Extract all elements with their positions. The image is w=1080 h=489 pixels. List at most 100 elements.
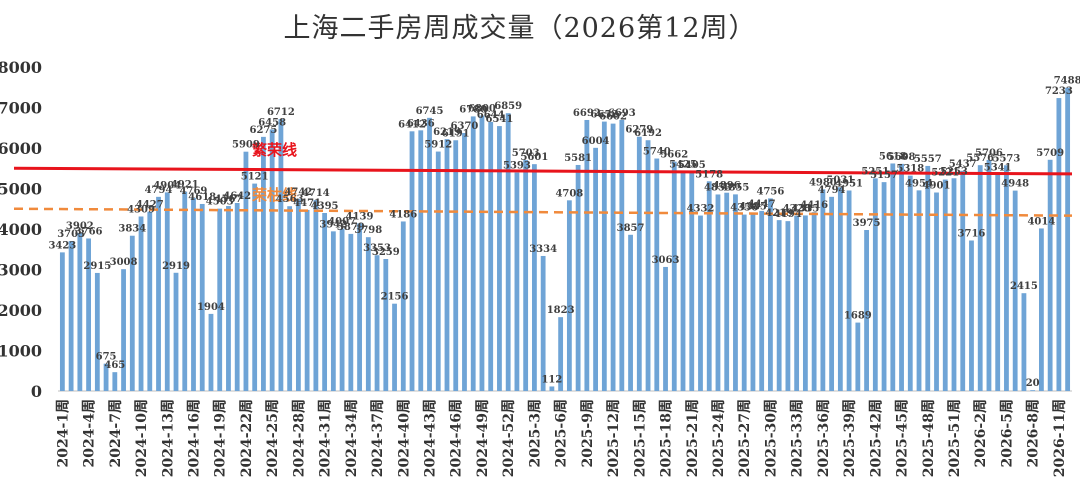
- x-tick-label: 2025-48周: [921, 399, 937, 477]
- bar: [348, 233, 354, 391]
- bar: [462, 133, 467, 391]
- bar: [322, 213, 328, 391]
- bar: [969, 240, 974, 391]
- y-tick-label: 2000: [0, 301, 42, 320]
- x-tick-label: 2024-1周: [55, 399, 71, 468]
- x-tick-label: 2025-33周: [790, 399, 806, 477]
- bar: [339, 228, 345, 391]
- data-label: 5909: [232, 140, 260, 151]
- x-tick-label: 2024-22周: [239, 399, 255, 477]
- x-tick-label: 2024-7周: [108, 399, 124, 468]
- x-tick-label: 2025-42周: [868, 399, 884, 477]
- data-label: 465: [104, 360, 125, 371]
- data-label: 4954: [905, 178, 933, 189]
- bar: [199, 203, 205, 391]
- bar: [820, 189, 826, 391]
- x-tick-label: 2025-3周: [527, 399, 543, 468]
- data-label: 5601: [520, 152, 548, 163]
- bar: [837, 187, 843, 391]
- x-tick-label: 2025-21周: [685, 399, 701, 477]
- bar: [540, 255, 546, 391]
- data-label: 6712: [267, 107, 295, 118]
- data-label: 1689: [844, 311, 872, 322]
- data-label: 5341: [984, 163, 1012, 174]
- data-label: 2415: [1010, 281, 1038, 292]
- bar: [864, 230, 869, 391]
- data-label: 1823: [547, 305, 575, 316]
- bar: [138, 216, 144, 391]
- data-label: 4007: [328, 217, 356, 228]
- bar: [295, 198, 301, 391]
- data-label: 3063: [652, 255, 680, 266]
- bar: [829, 196, 835, 391]
- bar: [977, 165, 983, 391]
- bar: [1012, 190, 1018, 391]
- data-label: 6800: [468, 104, 496, 115]
- data-label: 3334: [529, 244, 557, 255]
- prosperity-line-label: 繁荣线: [251, 141, 297, 159]
- data-label: 6436: [407, 118, 435, 129]
- bar: [453, 140, 459, 391]
- bar: [601, 121, 607, 392]
- data-label: 5437: [949, 159, 977, 170]
- bar: [497, 126, 502, 391]
- bar: [899, 163, 904, 391]
- bar: [208, 313, 214, 391]
- bar: [1039, 228, 1044, 391]
- data-label: 5662: [660, 150, 688, 161]
- bar: [77, 232, 83, 391]
- bar: [584, 119, 590, 391]
- bar: [610, 123, 616, 391]
- data-label: 4794: [818, 185, 846, 196]
- data-label: 5618: [879, 151, 907, 162]
- bar: [855, 322, 861, 391]
- data-label: 3857: [617, 223, 645, 234]
- bar: [768, 198, 773, 391]
- bar: [925, 165, 931, 391]
- data-label: 4794: [145, 185, 173, 196]
- data-label: 4855: [722, 182, 750, 193]
- bar: [1021, 293, 1027, 391]
- data-label: 20: [1026, 378, 1040, 389]
- bar: [654, 158, 660, 391]
- data-label: 4896: [713, 181, 741, 192]
- data-label: 6370: [451, 121, 479, 132]
- x-tick-label: 2025-51周: [947, 399, 963, 477]
- bar: [724, 192, 730, 391]
- bar: [287, 206, 293, 391]
- bar: [400, 221, 406, 391]
- data-label: 4563: [276, 194, 304, 205]
- x-tick-label: 2024-40周: [396, 399, 412, 477]
- x-tick-label: 2025-18周: [659, 399, 675, 477]
- x-tick-label: 2025-39周: [842, 399, 858, 477]
- bar: [680, 171, 686, 391]
- bar: [121, 269, 126, 391]
- bar: [881, 182, 887, 391]
- data-label: 4901: [923, 181, 951, 192]
- data-label: 6192: [634, 128, 662, 139]
- data-label: 6275: [250, 125, 278, 136]
- data-label: 6652: [590, 110, 618, 121]
- data-label: 6458: [258, 117, 286, 128]
- bar: [698, 215, 703, 391]
- x-axis: 2024-1周 2024-4周 2024-7周 2024-10周 2024-13周 202…: [55, 399, 1068, 477]
- x-tick-label: 2024-52周: [501, 399, 517, 477]
- x-tick-label: 2025-6周: [554, 399, 570, 468]
- data-label: 5581: [564, 153, 592, 164]
- data-label: 4980: [809, 177, 837, 188]
- bar: [269, 129, 275, 392]
- data-label: 3008: [110, 257, 138, 268]
- x-tick-label: 2024-19周: [213, 399, 229, 477]
- data-label: 4769: [180, 186, 208, 197]
- bar: [593, 147, 598, 391]
- data-label: 5425: [669, 159, 697, 170]
- data-label: 4395: [311, 201, 339, 212]
- bar: [671, 161, 677, 391]
- bar: [103, 363, 109, 391]
- data-label: 6644: [477, 110, 505, 121]
- bar: [304, 209, 310, 391]
- x-tick-label: 2024-25周: [265, 399, 281, 477]
- data-label: 4385: [739, 201, 767, 212]
- bar: [374, 255, 380, 391]
- bar: [960, 170, 966, 391]
